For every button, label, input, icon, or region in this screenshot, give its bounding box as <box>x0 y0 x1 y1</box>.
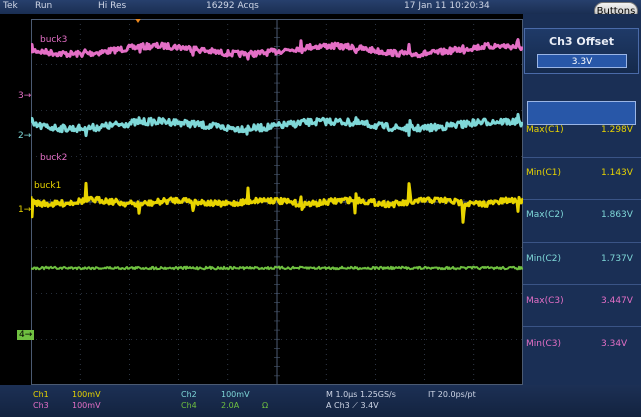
waveform-trace <box>31 265 523 271</box>
ch2-name: Ch2 <box>181 390 197 399</box>
measurement-divider <box>523 326 641 327</box>
measurement-divider <box>523 242 641 243</box>
trace-label-buck2: buck2 <box>40 153 68 163</box>
measurement-label: Min(C1) <box>526 168 562 178</box>
waveform-trace <box>31 181 523 224</box>
trigger-readout: A Ch3 ⟋ 3.4V <box>326 401 379 410</box>
measurement-label: Min(C2) <box>526 254 562 264</box>
datetime: 17 Jan 11 10:20:34 <box>404 1 490 11</box>
ch4-ground-marker[interactable]: 4→ <box>17 330 35 340</box>
measurement-value: 1.298V <box>601 125 633 135</box>
ch3-scale: 100mV <box>72 401 101 410</box>
measurement-value: 1.737V <box>601 254 633 264</box>
measurement-row: Min(C1) 1.143V <box>523 168 641 184</box>
offset-control[interactable]: Ch3 Offset 3.3V <box>524 28 639 74</box>
acq-count: 16292 Acqs <box>206 1 259 11</box>
channel-readout-bar: Ch1 100mV Ch3 100mV Ch2 100mV Ch4 2.0A Ω… <box>0 385 641 417</box>
traces <box>31 38 523 271</box>
brand-label: Tek <box>3 1 18 11</box>
run-state: Run <box>35 1 53 11</box>
graticule <box>31 19 523 385</box>
measurement-value: 3.447V <box>601 296 633 306</box>
trace-label-buck3: buck3 <box>40 35 68 45</box>
measurement-row: Min(C2) 1.737V <box>523 254 641 270</box>
interp-readout: IT 20.0ps/pt <box>428 390 476 399</box>
waveform-trace <box>31 38 523 61</box>
trigger-position-marker <box>135 19 141 23</box>
measurement-row: Min(C3) 3.34V <box>523 339 641 355</box>
measurement-value: 1.143V <box>601 168 633 178</box>
measurement-label: Max(C3) <box>526 296 564 306</box>
measurement-divider <box>523 157 641 158</box>
measurement-label: Max(C2) <box>526 210 564 220</box>
measurement-divider <box>523 199 641 200</box>
measurement-label: Max(C1) <box>526 125 564 135</box>
offset-title: Ch3 Offset <box>549 35 614 48</box>
measurement-label: Min(C3) <box>526 339 562 349</box>
ch1-scale: 100mV <box>72 390 101 399</box>
offset-value-field[interactable]: 3.3V <box>537 54 627 68</box>
ch2-ground-marker[interactable]: 2→ <box>18 131 32 141</box>
ch2-scale: 100mV <box>221 390 250 399</box>
waveform-trace <box>31 112 523 138</box>
trace-label-buck1: buck1 <box>34 181 62 191</box>
ch4-name: Ch4 <box>181 401 197 410</box>
ch3-ground-marker[interactable]: 3→ <box>18 91 32 101</box>
ch4-scale: 2.0A <box>221 401 240 410</box>
status-bar: Tek Run Hi Res 16292 Acqs 17 Jan 11 10:2… <box>0 0 641 14</box>
measurement-value: 1.863V <box>601 210 633 220</box>
measurement-row: Max(C2) 1.863V <box>523 210 641 226</box>
empty-menu-button[interactable] <box>527 101 636 125</box>
measurement-value: 3.34V <box>601 339 628 349</box>
acq-mode: Hi Res <box>98 1 127 11</box>
measurement-row: Max(C3) 3.447V <box>523 296 641 312</box>
ch4-unit: Ω <box>262 401 269 410</box>
waveform-display[interactable]: buck3 buck2 buck1 <box>31 19 523 385</box>
measurement-row: Max(C1) 1.298V <box>523 125 641 141</box>
ch3-name: Ch3 <box>33 401 49 410</box>
timebase: M 1.0µs 1.25GS/s <box>326 390 396 399</box>
ch1-name: Ch1 <box>33 390 49 399</box>
ch1-ground-marker[interactable]: 1→ <box>18 205 32 215</box>
measurement-divider <box>523 284 641 285</box>
